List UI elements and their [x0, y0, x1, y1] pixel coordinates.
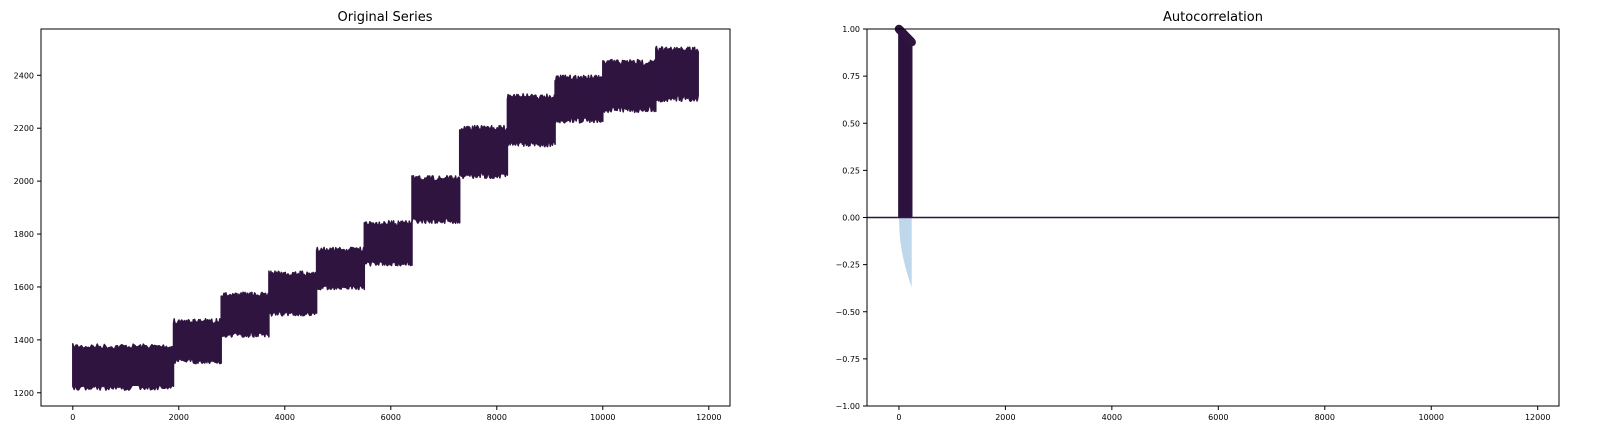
series-segment-5	[315, 246, 366, 291]
series-segment-2	[172, 318, 222, 365]
left-chart-title: Original Series	[338, 10, 433, 25]
right-chart-title: Autocorrelation	[1163, 10, 1263, 25]
series-segment-1	[72, 343, 175, 391]
y-tick-label: −0.75	[835, 355, 860, 364]
right-x-ticks: 0 2000 4000 6000 8000 10000 12000	[896, 406, 1550, 422]
right-chart: Autocorrelation 0 2000 4000 6000 8000 10000 12…	[835, 10, 1560, 422]
x-tick-label: 2000	[169, 413, 189, 422]
series-segment-11	[602, 58, 657, 114]
y-tick-label: 2200	[14, 124, 34, 133]
y-tick-label: 1800	[14, 230, 34, 239]
y-tick-label: −0.25	[835, 261, 860, 270]
confidence-band	[898, 217, 912, 288]
x-tick-label: 10000	[590, 413, 615, 422]
left-chart: Original Series 0 2000 4000 6000 8000 10000 12…	[14, 10, 731, 422]
y-tick-label: 1400	[14, 336, 34, 345]
y-tick-label: 1.00	[842, 25, 860, 34]
y-tick-label: 2400	[14, 71, 34, 80]
y-tick-label: 1200	[14, 389, 34, 398]
left-plot-frame	[40, 28, 731, 407]
y-tick-label: 2000	[14, 177, 34, 186]
x-tick-label: 6000	[381, 413, 401, 422]
acf-marker	[907, 37, 916, 47]
x-tick-label: 10000	[1419, 413, 1444, 422]
y-tick-label: 0.00	[842, 214, 860, 223]
right-plot-marks	[867, 24, 1559, 288]
y-tick-label: 0.25	[842, 166, 860, 175]
y-tick-label: 0.50	[842, 119, 860, 128]
series-segment-4	[268, 270, 318, 317]
y-tick-label: 1600	[14, 283, 34, 292]
x-tick-label: 12000	[696, 413, 721, 422]
x-tick-label: 12000	[1525, 413, 1550, 422]
series-segment-7	[411, 175, 461, 225]
series-segment-10	[554, 74, 604, 124]
y-tick-label: −1.00	[835, 402, 860, 411]
y-tick-label: −0.50	[835, 308, 860, 317]
series-segment-8	[458, 124, 509, 180]
series-segment-3	[220, 291, 270, 338]
x-tick-label: 2000	[995, 413, 1015, 422]
right-y-ticks: −1.00 −0.75 −0.50 −0.25 0.00 0.25 0.50 0.75 1.00	[835, 25, 867, 411]
x-tick-label: 0	[70, 413, 75, 422]
left-x-ticks: 0 2000 4000 6000 8000 10000 12000	[70, 406, 722, 422]
left-y-ticks: 1200 1400 1600 1800 2000 2200 2400	[14, 71, 41, 398]
x-tick-label: 8000	[487, 413, 507, 422]
left-plot-marks	[72, 45, 699, 391]
series-segment-6	[363, 220, 413, 267]
series-segment-12	[655, 45, 699, 103]
x-tick-label: 0	[896, 413, 901, 422]
x-tick-label: 4000	[275, 413, 295, 422]
series-segment-9	[506, 93, 556, 148]
x-tick-label: 4000	[1102, 413, 1122, 422]
x-tick-label: 8000	[1315, 413, 1335, 422]
y-tick-label: 0.75	[842, 72, 860, 81]
x-tick-label: 6000	[1208, 413, 1228, 422]
